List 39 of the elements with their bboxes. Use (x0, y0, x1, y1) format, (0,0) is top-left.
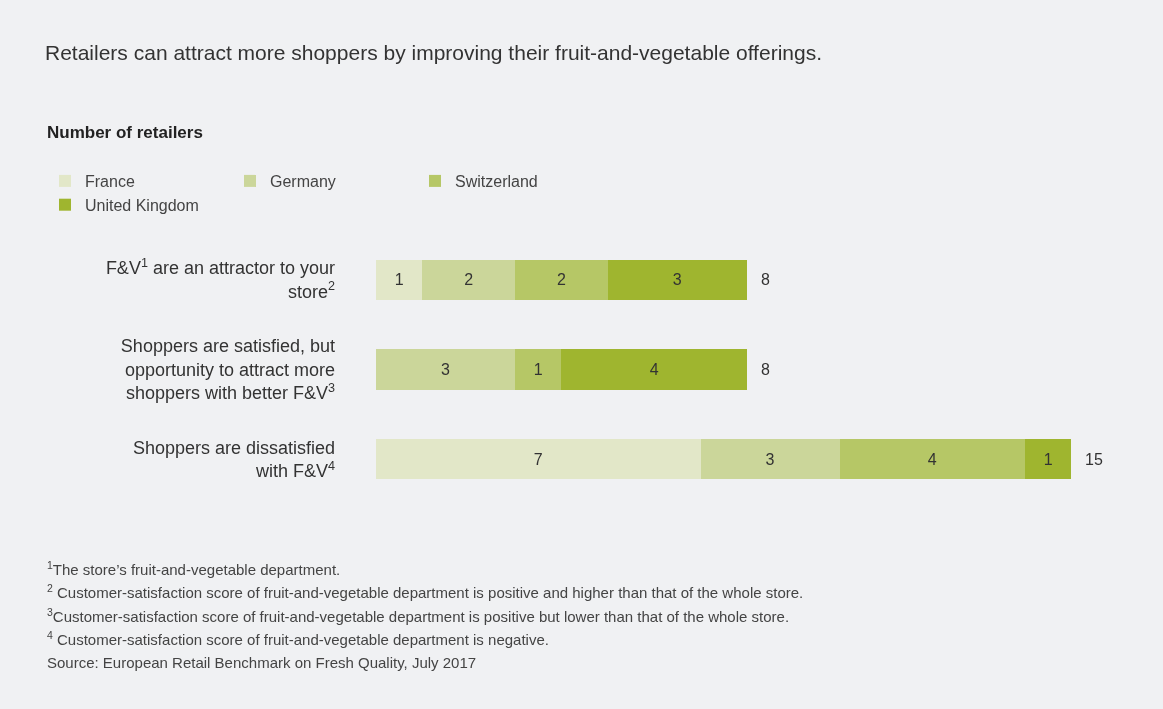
total-label: 8 (761, 271, 770, 288)
bar (376, 349, 516, 390)
bar (376, 438, 701, 480)
y-tick-label: F&V$^{1}$ are an attractor to your store$^{2}$ (105, 255, 335, 302)
data-label: 7 (533, 450, 543, 468)
bar (561, 349, 747, 390)
total-label: 8 (761, 361, 770, 378)
bar (1025, 438, 1072, 480)
data-label: 1 (533, 361, 543, 379)
bar (700, 438, 840, 480)
data-label: 1 (394, 271, 404, 289)
bar (422, 259, 516, 301)
data-label: 2 (556, 271, 566, 289)
y-tick-label: Shoppers are satisfied, but opportunity to attract more shoppers with better F&V$^{3}$ (120, 336, 335, 404)
data-label: 4 (927, 450, 937, 468)
legend-label: France (85, 173, 135, 191)
data-label: 2 (464, 271, 474, 289)
chart-title: Retailers can attract more shoppers by improving their fruit-and-vegetable offerings. (45, 41, 822, 65)
legend-label: United Kingdom (85, 196, 199, 214)
data-label: 4 (649, 361, 659, 379)
bar (376, 259, 423, 301)
text: $^{3}$Customer-satisfaction score of fruit-and-vegetable department is positive but lower than that of the whole store. (47, 606, 790, 626)
text: $^{2}$ Customer-satisfaction score of fruit-and-vegetable department is positive and higher than that of the whole store. (47, 582, 804, 602)
data-label: 1 (1043, 450, 1053, 468)
bar (515, 259, 608, 301)
data-label: 3 (441, 361, 451, 379)
legend-label: Germany (270, 173, 336, 191)
text: Number of retailers (47, 123, 203, 142)
legend-label: Switzerland (455, 173, 538, 191)
y-tick-label: Shoppers are dissatisfied with F&V$^{4}$ (132, 437, 335, 482)
total-label: 15 (1085, 451, 1103, 468)
bar (839, 438, 1026, 480)
text: $^{1}$The store’s fruit-and-vegetable department. (47, 559, 341, 579)
text: $^{4}$ Customer-satisfaction score of fruit-and-vegetable department is negative. (47, 629, 549, 649)
data-label: 3 (672, 271, 682, 289)
bar (607, 259, 747, 301)
bar (515, 349, 562, 390)
data-label: 3 (765, 450, 775, 468)
source-note: Source: European Retail Benchmark on Fresh Quality, July 2017 (47, 654, 477, 671)
